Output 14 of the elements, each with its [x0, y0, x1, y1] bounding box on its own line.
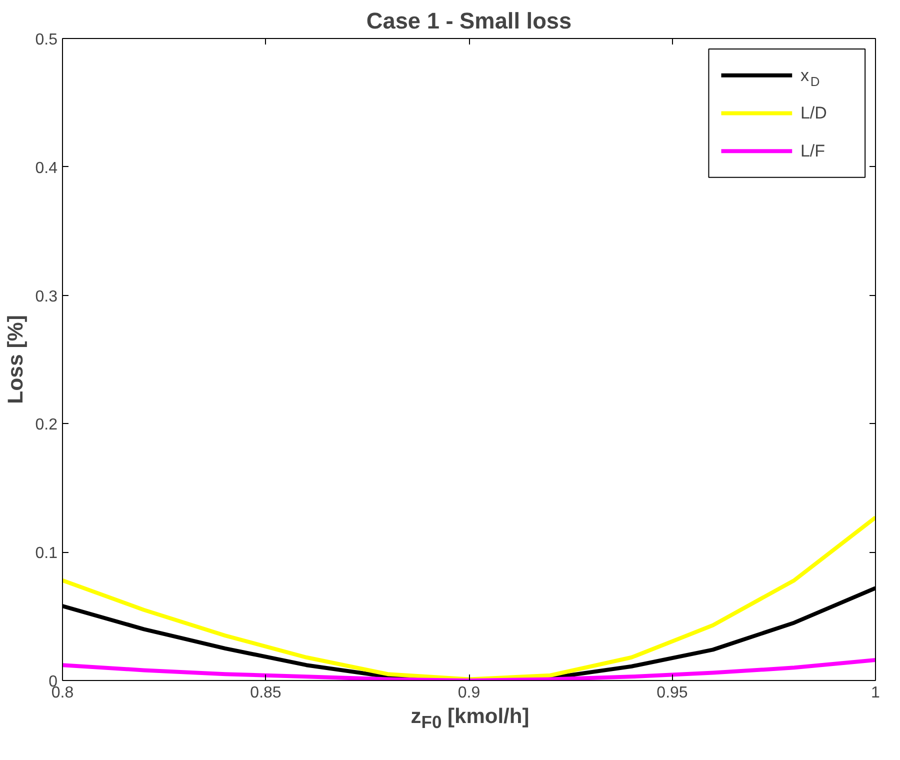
- y-tick-label: 0.3: [35, 288, 58, 306]
- legend-label: L/F: [800, 142, 826, 161]
- legend-label: L/D: [800, 104, 827, 123]
- x-tick-label: 0.95: [656, 684, 688, 702]
- x-tick-label: 0.85: [250, 684, 282, 702]
- y-axis-title: Loss [%]: [3, 315, 28, 404]
- chart-title: Case 1 - Small loss: [366, 8, 572, 34]
- x-tick-label: 1: [871, 684, 880, 702]
- y-tick-label: 0.2: [35, 416, 58, 434]
- x-axis-title: z$_{F0}$ [kmol/h]: [410, 705, 530, 734]
- y-tick-label: 0.5: [35, 32, 58, 48]
- y-tick-label: 0.4: [35, 160, 58, 177]
- y-tick-label: 0.1: [35, 545, 58, 562]
- x-tick-label: 0.9: [458, 684, 480, 702]
